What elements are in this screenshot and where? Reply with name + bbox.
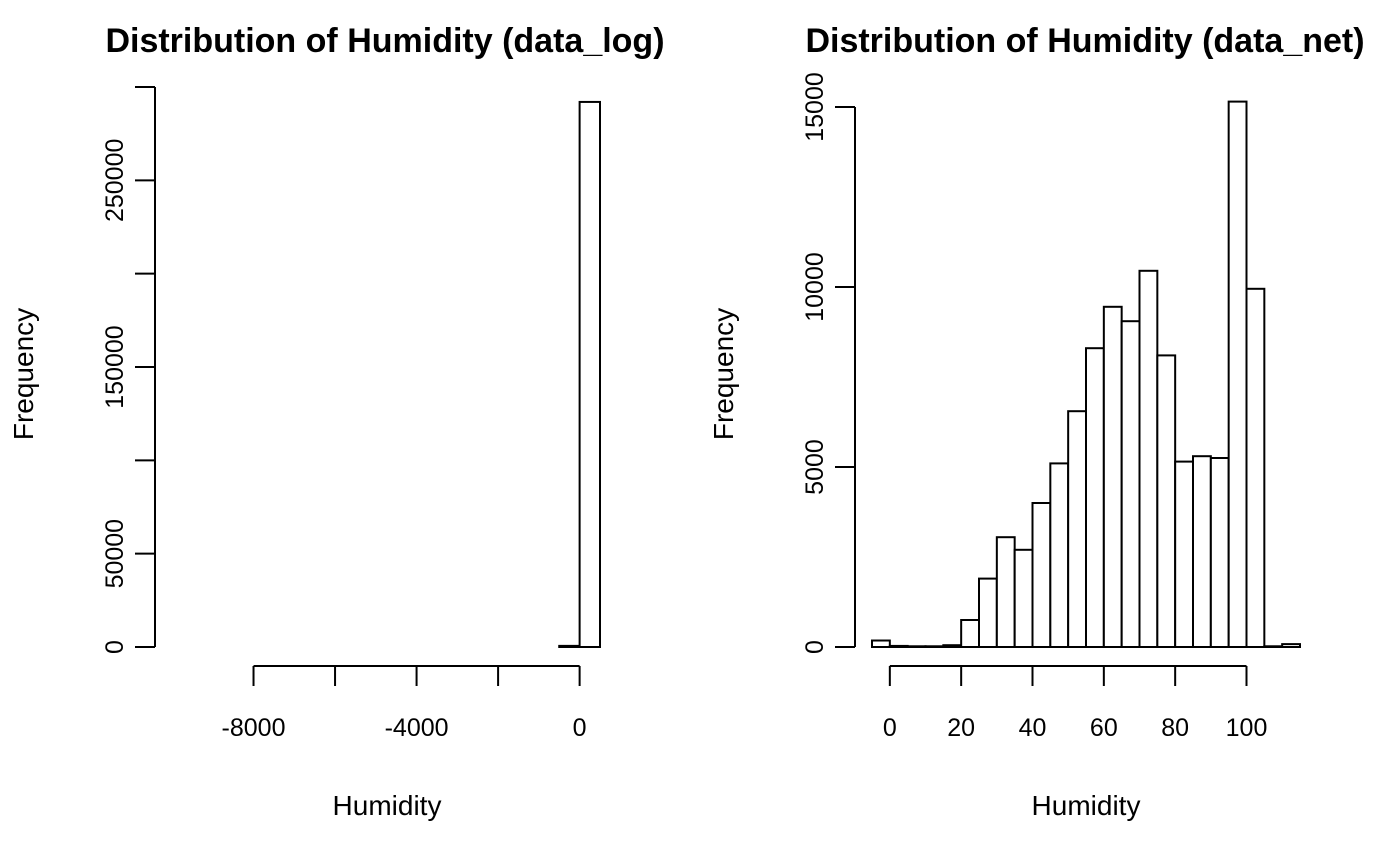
x-tick-label-2: -4000 xyxy=(385,714,449,742)
histogram-bar-18 xyxy=(558,644,581,649)
x-axis: 0 20 40 60 80 100 xyxy=(883,665,1268,742)
chart-title: Distribution of Humidity (data_net) xyxy=(805,22,1364,60)
histogram-bar-6 xyxy=(978,577,998,648)
x-axis-label: Humidity xyxy=(1032,790,1141,821)
chart-title: Distribution of Humidity (data_log) xyxy=(105,22,664,60)
x-tick-label-1: 20 xyxy=(947,714,975,742)
histogram-bar-14 xyxy=(1120,320,1141,648)
histogram-bar-9 xyxy=(1031,502,1052,648)
x-tick-label-5: 100 xyxy=(1226,714,1268,742)
histogram-panel-data-net: Distribution of Humidity (data_net) Humi… xyxy=(708,22,1365,821)
x-tick-label-2: 40 xyxy=(1019,714,1047,742)
histogram-bar-19 xyxy=(1209,457,1230,648)
histogram-bar-4 xyxy=(942,644,963,649)
histogram-bar-8 xyxy=(1013,548,1034,648)
y-tick-label-3: 150000 xyxy=(101,325,129,408)
y-axis-label: Frequency xyxy=(708,308,739,440)
y-tick-label-5: 250000 xyxy=(101,139,129,222)
histogram-bar-5 xyxy=(960,619,981,648)
y-tick-label-2: 10000 xyxy=(801,252,829,322)
histogram-bar-2 xyxy=(906,645,927,649)
y-tick-label-0: 0 xyxy=(801,640,829,654)
histogram-bar-1 xyxy=(888,644,909,648)
histogram-bar-18 xyxy=(1192,455,1212,649)
y-tick-label-3: 15000 xyxy=(801,72,829,142)
histogram-bar-3 xyxy=(924,645,945,649)
histogram-panel-data-log: Distribution of Humidity (data_log) Humi… xyxy=(8,22,665,821)
histogram-bar-23 xyxy=(1281,643,1301,648)
bars xyxy=(558,100,601,649)
histogram-bar-21 xyxy=(1245,287,1266,648)
y-tick-label-1: 50000 xyxy=(101,519,129,589)
histogram-bar-22 xyxy=(1263,645,1284,649)
histogram-bar-15 xyxy=(1138,269,1159,648)
x-axis: -8000 -4000 0 xyxy=(222,665,587,742)
x-axis-label: Humidity xyxy=(333,790,442,821)
histogram-bar-17 xyxy=(1174,460,1194,648)
histogram-bar-0 xyxy=(871,639,891,649)
x-tick-label-0: -8000 xyxy=(222,714,286,742)
x-tick-label-4: 0 xyxy=(573,714,587,742)
bars xyxy=(871,100,1301,649)
y-axis: 0 50000 150000 250000 xyxy=(101,86,156,654)
histogram-bar-20 xyxy=(1227,100,1248,649)
x-tick-label-4: 80 xyxy=(1161,714,1189,742)
histogram-bar-19 xyxy=(578,100,601,648)
histogram-bar-16 xyxy=(1156,354,1177,648)
y-tick-label-1: 5000 xyxy=(801,439,829,495)
y-axis: 0 5000 10000 15000 xyxy=(801,72,856,654)
histogram-bar-12 xyxy=(1085,347,1105,648)
histogram-bar-11 xyxy=(1067,410,1087,649)
y-tick-label-0: 0 xyxy=(101,640,129,654)
x-tick-label-3: 60 xyxy=(1090,714,1118,742)
histogram-bar-10 xyxy=(1049,462,1070,648)
histogram-bar-13 xyxy=(1102,305,1123,648)
y-axis-label: Frequency xyxy=(8,308,39,440)
histogram-bar-7 xyxy=(995,536,1016,649)
x-tick-label-0: 0 xyxy=(883,714,897,742)
